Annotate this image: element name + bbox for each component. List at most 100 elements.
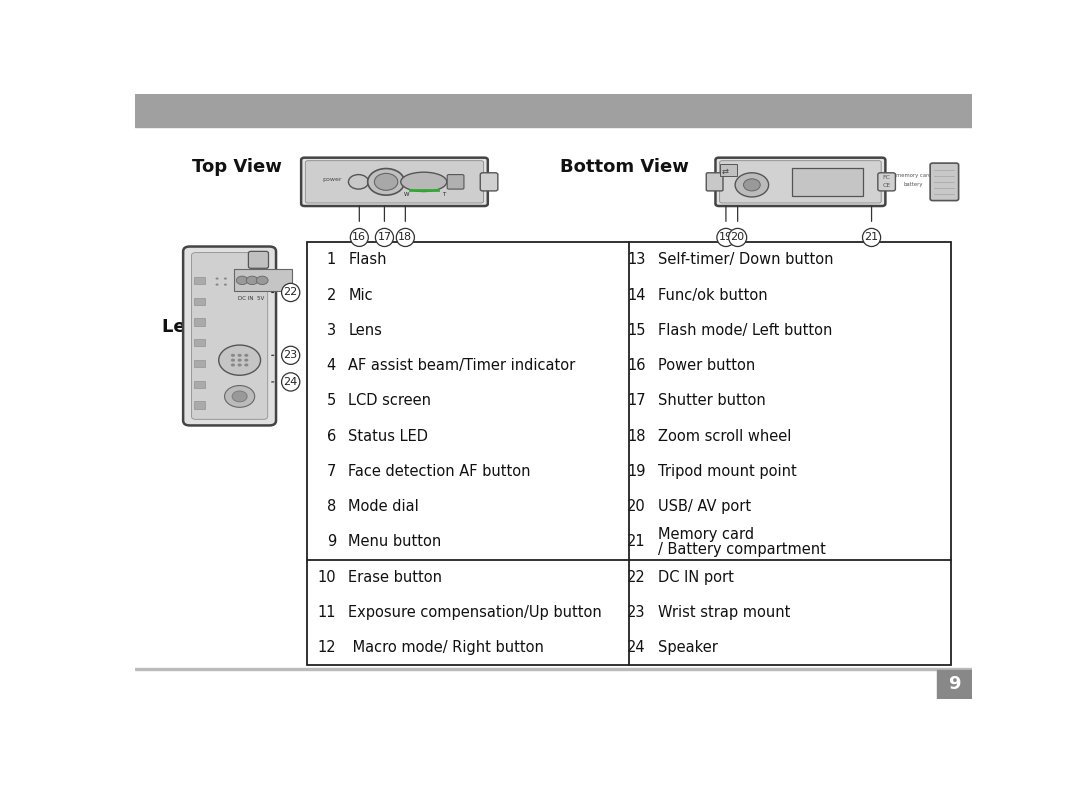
Circle shape <box>743 179 760 191</box>
Text: memory card: memory card <box>895 173 931 178</box>
Text: Status LED: Status LED <box>349 429 429 444</box>
Circle shape <box>225 385 255 407</box>
Circle shape <box>238 363 242 367</box>
Bar <box>307 243 951 666</box>
Text: 22: 22 <box>284 287 298 298</box>
Text: Power button: Power button <box>658 358 755 373</box>
Text: 23: 23 <box>284 350 298 360</box>
Text: Wrist strap mount: Wrist strap mount <box>658 605 791 620</box>
Circle shape <box>218 345 260 375</box>
Text: 20: 20 <box>626 499 646 514</box>
Text: DC IN port: DC IN port <box>658 570 734 585</box>
Bar <box>194 339 205 346</box>
Circle shape <box>224 277 227 279</box>
Text: 14: 14 <box>627 287 646 303</box>
Text: Speaker: Speaker <box>658 641 718 655</box>
Text: Left View: Left View <box>162 318 257 336</box>
Text: Mic: Mic <box>349 287 373 303</box>
Text: 22: 22 <box>626 570 646 585</box>
Bar <box>792 168 863 195</box>
Text: Lens: Lens <box>349 323 382 338</box>
Circle shape <box>244 354 248 357</box>
Bar <box>233 269 293 290</box>
Text: 24: 24 <box>284 377 298 387</box>
Text: 21: 21 <box>864 232 879 243</box>
Text: 16: 16 <box>352 232 366 243</box>
Bar <box>194 319 205 326</box>
Bar <box>194 360 205 367</box>
Text: 16: 16 <box>627 358 646 373</box>
Text: 19: 19 <box>627 464 646 479</box>
Circle shape <box>224 283 227 286</box>
Text: 1: 1 <box>326 253 336 268</box>
Text: 17: 17 <box>377 232 391 243</box>
Text: Func/ok button: Func/ok button <box>658 287 768 303</box>
Circle shape <box>231 359 235 362</box>
Text: 5: 5 <box>326 393 336 408</box>
Circle shape <box>232 391 247 402</box>
Text: Zoom scroll wheel: Zoom scroll wheel <box>658 429 792 444</box>
Text: Mode dial: Mode dial <box>349 499 419 514</box>
FancyBboxPatch shape <box>878 173 895 191</box>
FancyBboxPatch shape <box>930 163 959 201</box>
Text: 8: 8 <box>326 499 336 514</box>
Text: Exposure compensation/Up button: Exposure compensation/Up button <box>349 605 603 620</box>
Circle shape <box>375 173 397 190</box>
Text: power: power <box>322 177 341 182</box>
Circle shape <box>238 359 242 362</box>
Text: FC: FC <box>882 174 891 180</box>
Text: LCD screen: LCD screen <box>349 393 431 408</box>
Text: 21: 21 <box>627 535 646 550</box>
Circle shape <box>349 174 368 189</box>
Text: / Battery compartment: / Battery compartment <box>658 542 826 557</box>
Circle shape <box>244 359 248 362</box>
Circle shape <box>231 354 235 357</box>
Circle shape <box>231 363 235 367</box>
FancyBboxPatch shape <box>447 174 464 189</box>
Text: 9: 9 <box>326 535 336 550</box>
Circle shape <box>237 276 248 285</box>
Text: Flash: Flash <box>349 253 387 268</box>
Text: 7: 7 <box>326 464 336 479</box>
Text: Top View: Top View <box>192 158 282 176</box>
Circle shape <box>216 283 218 286</box>
Text: 24: 24 <box>627 641 646 655</box>
Text: AF assist beam/Timer indicator: AF assist beam/Timer indicator <box>349 358 576 373</box>
FancyBboxPatch shape <box>719 161 881 203</box>
Text: Bottom View: Bottom View <box>561 158 689 176</box>
Text: Face detection AF button: Face detection AF button <box>349 464 531 479</box>
Text: 13: 13 <box>627 253 646 268</box>
Text: USB/ AV port: USB/ AV port <box>658 499 752 514</box>
Text: 19: 19 <box>719 232 733 243</box>
Circle shape <box>216 277 218 279</box>
Text: 10: 10 <box>318 570 336 585</box>
FancyBboxPatch shape <box>184 246 276 425</box>
Bar <box>135 94 972 127</box>
Circle shape <box>735 173 769 197</box>
Text: 18: 18 <box>627 429 646 444</box>
Text: T: T <box>442 192 445 197</box>
Circle shape <box>246 276 258 285</box>
Text: battery: battery <box>904 182 923 187</box>
Text: Shutter button: Shutter button <box>658 393 766 408</box>
Circle shape <box>238 354 242 357</box>
Bar <box>194 277 205 284</box>
Text: 12: 12 <box>318 641 336 655</box>
Text: Memory card: Memory card <box>658 527 754 542</box>
Bar <box>194 298 205 305</box>
FancyBboxPatch shape <box>301 158 488 206</box>
FancyBboxPatch shape <box>715 158 886 206</box>
Text: 15: 15 <box>627 323 646 338</box>
Text: 3: 3 <box>327 323 336 338</box>
Text: 2: 2 <box>326 287 336 303</box>
FancyBboxPatch shape <box>306 161 484 203</box>
Text: CE: CE <box>882 183 891 188</box>
Text: 18: 18 <box>399 232 413 243</box>
Text: Self-timer/ Down button: Self-timer/ Down button <box>658 253 834 268</box>
Bar <box>135 668 972 670</box>
Text: 9: 9 <box>948 675 961 693</box>
Text: 4: 4 <box>326 358 336 373</box>
Circle shape <box>244 363 248 367</box>
Text: 17: 17 <box>627 393 646 408</box>
Text: 6: 6 <box>326 429 336 444</box>
